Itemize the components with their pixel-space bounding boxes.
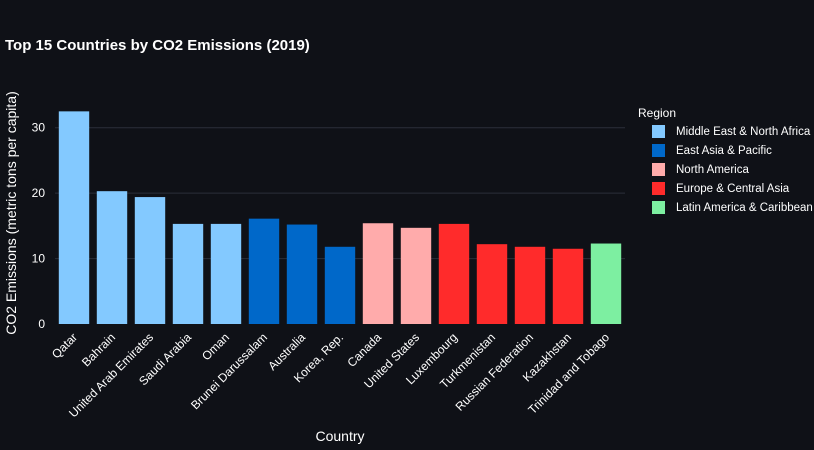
bar-oman[interactable] bbox=[210, 223, 242, 324]
bar-bahrain[interactable] bbox=[96, 191, 128, 324]
legend-label[interactable]: North America bbox=[676, 164, 749, 176]
legend-label[interactable]: Latin America & Caribbean bbox=[676, 202, 813, 214]
y-tick-label: 30 bbox=[32, 121, 46, 135]
x-tick-label: Oman bbox=[199, 330, 232, 363]
bar-kazakhstan[interactable] bbox=[552, 248, 584, 324]
legend: Region Middle East & North Africa East As… bbox=[638, 106, 813, 214]
legend-title: Region bbox=[638, 106, 676, 120]
bar-russian-federation[interactable] bbox=[514, 246, 546, 324]
bar-brunei-darussalam[interactable] bbox=[248, 218, 280, 324]
bar-united-states[interactable] bbox=[400, 227, 432, 324]
y-tick-label: 20 bbox=[32, 186, 46, 200]
legend-swatch[interactable] bbox=[652, 125, 665, 138]
bar-luxembourg[interactable] bbox=[438, 223, 470, 324]
y-tick-label: 10 bbox=[32, 252, 46, 266]
bar-canada[interactable] bbox=[362, 223, 394, 324]
x-tick-label: Qatar bbox=[49, 330, 80, 361]
bar-qatar[interactable] bbox=[58, 111, 90, 324]
bar-australia[interactable] bbox=[286, 224, 318, 324]
legend-swatch[interactable] bbox=[652, 163, 665, 176]
legend-label[interactable]: Middle East & North Africa bbox=[676, 126, 811, 138]
bar-turkmenistan[interactable] bbox=[476, 244, 508, 324]
legend-swatch[interactable] bbox=[652, 182, 665, 195]
y-tick-label: 0 bbox=[38, 317, 45, 331]
legend-label[interactable]: Europe & Central Asia bbox=[676, 183, 790, 195]
chart-title: Top 15 Countries by CO2 Emissions (2019) bbox=[5, 37, 310, 54]
bar-united-arab-emirates[interactable] bbox=[134, 197, 166, 324]
bars bbox=[58, 111, 622, 324]
bar-korea-rep[interactable] bbox=[324, 246, 356, 324]
legend-swatch[interactable] bbox=[652, 144, 665, 157]
legend-label[interactable]: East Asia & Pacific bbox=[676, 145, 772, 157]
y-axis-ticks: 0 10 20 30 bbox=[32, 121, 46, 331]
bar-saudi-arabia[interactable] bbox=[172, 223, 204, 324]
legend-swatch[interactable] bbox=[652, 201, 665, 214]
bar-trinidad-and-tobago[interactable] bbox=[590, 243, 622, 324]
y-axis-title: CO2 Emissions (metric tons per capita) bbox=[3, 91, 19, 335]
x-axis-title: Country bbox=[315, 428, 364, 444]
